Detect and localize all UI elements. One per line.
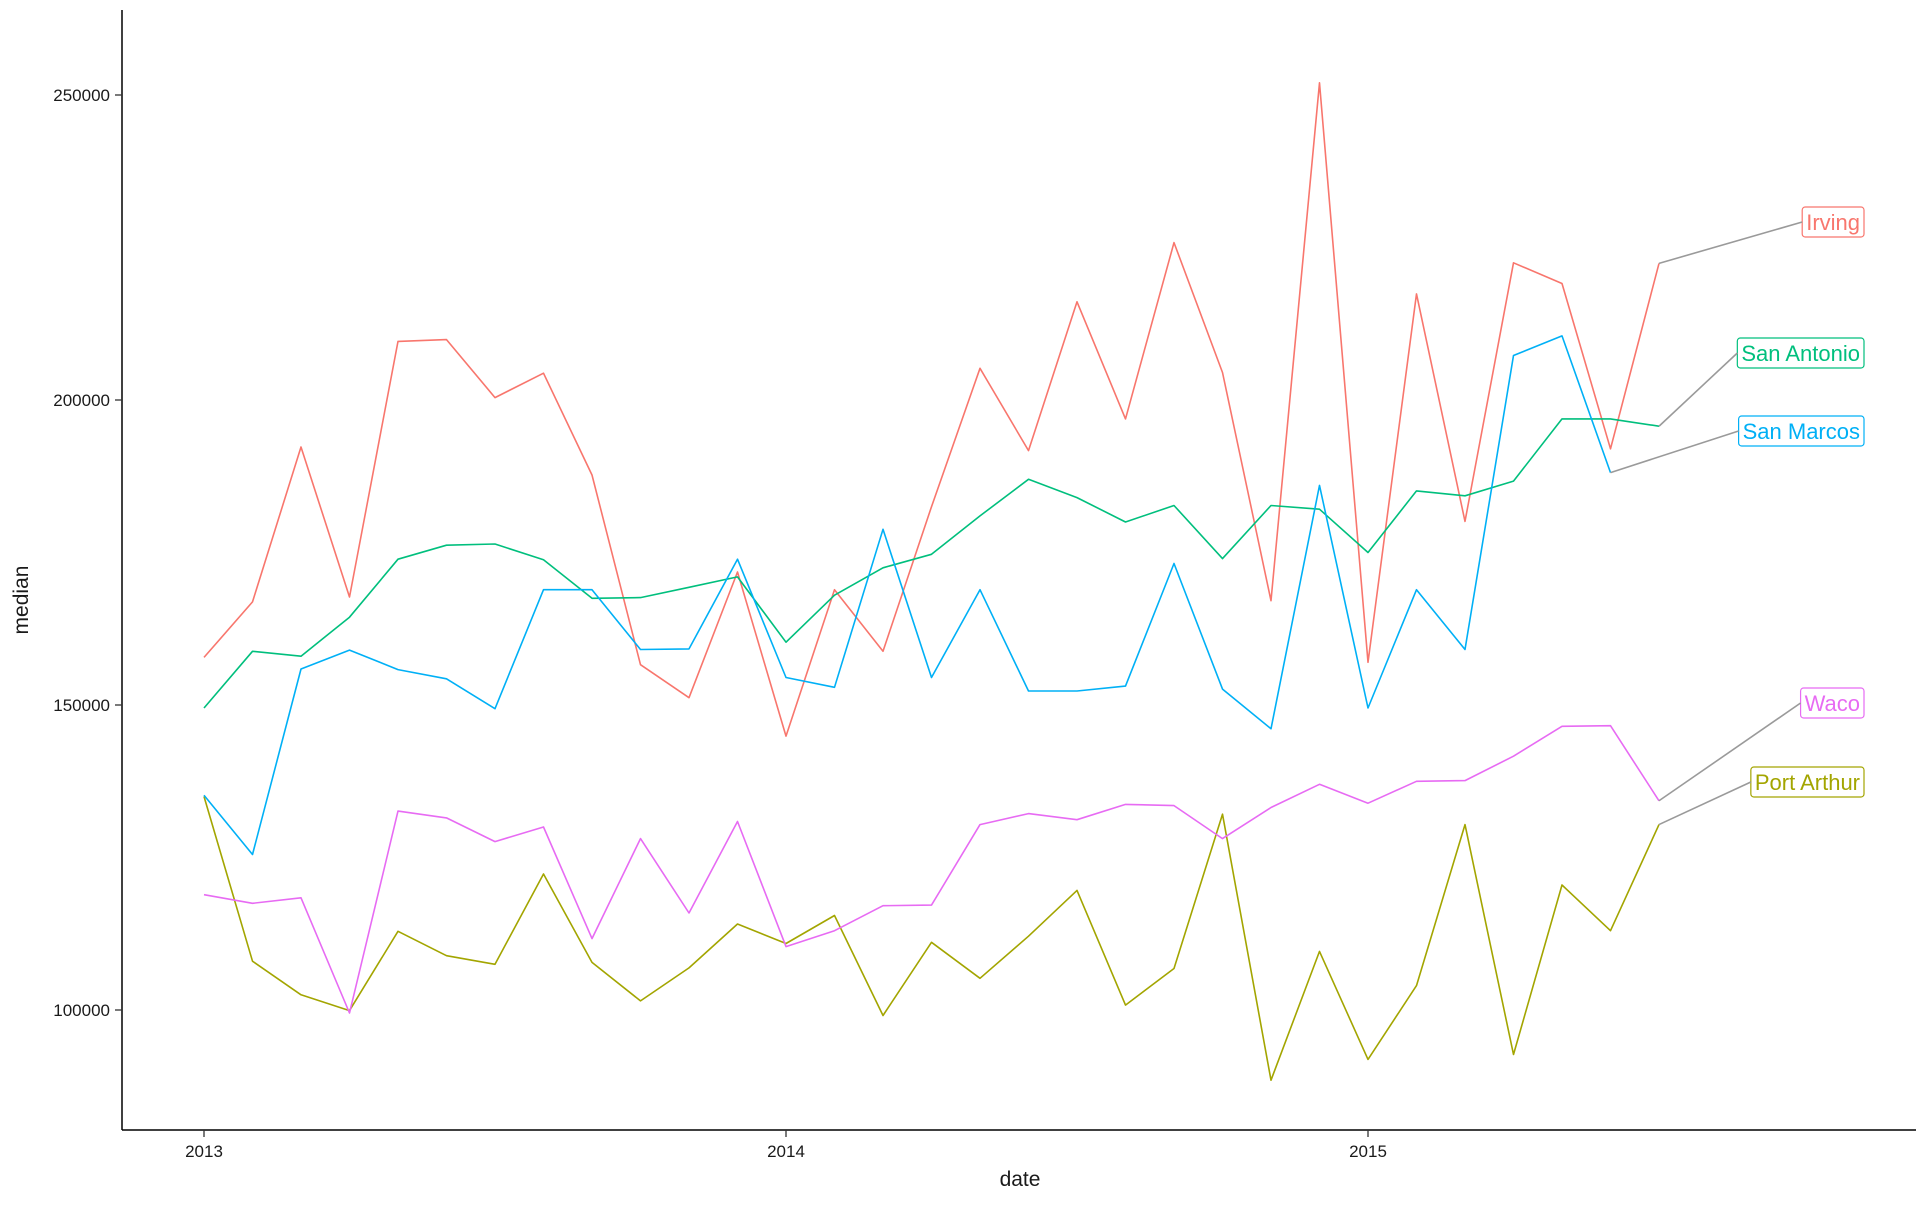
label-connector — [1658, 702, 1802, 802]
series-label-text: San Antonio — [1741, 341, 1860, 366]
series-label-text: Port Arthur — [1755, 770, 1860, 795]
series-lines — [203, 82, 1660, 1081]
series-label-text: San Marcos — [1743, 419, 1860, 444]
series-label-waco: Waco — [1658, 687, 1865, 802]
x-tick-label: 2015 — [1349, 1142, 1387, 1161]
series-line-san-antonio — [203, 418, 1660, 709]
series-labels: Irving San Antonio San Marcos Waco Port Arth… — [1610, 206, 1865, 826]
y-tick-label: 250000 — [53, 86, 110, 105]
x-tick-label: 2014 — [767, 1142, 805, 1161]
series-line-waco — [203, 724, 1660, 1014]
y-axis-title: median — [10, 566, 33, 635]
label-connector — [1658, 781, 1752, 826]
y-tick-label: 200000 — [53, 391, 110, 410]
series-label-san-marcos: San Marcos — [1610, 415, 1865, 474]
series-label-san-antonio: San Antonio — [1658, 337, 1865, 427]
y-tick-label: 150000 — [53, 696, 110, 715]
series-label-text: Irving — [1806, 210, 1860, 235]
label-connector — [1658, 221, 1803, 265]
series-line-irving — [203, 82, 1660, 737]
x-tick-label: 2013 — [185, 1142, 223, 1161]
axes: 100000 150000 200000 250000 2013 2014 2015 — [53, 10, 1916, 1161]
x-axis-title: date — [1000, 1168, 1041, 1191]
label-connector — [1658, 352, 1738, 427]
series-line-san-marcos — [203, 335, 1612, 856]
y-tick-label: 100000 — [53, 1001, 110, 1020]
label-connector — [1610, 430, 1739, 474]
series-label-irving: Irving — [1658, 206, 1865, 265]
series-label-text: Waco — [1805, 691, 1860, 716]
series-line-port-arthur — [203, 796, 1660, 1081]
series-label-port-arthur: Port Arthur — [1658, 766, 1865, 826]
